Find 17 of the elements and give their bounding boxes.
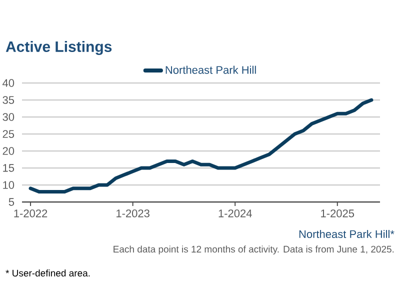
y-tick-label: 5 bbox=[8, 198, 14, 206]
x-tick-label: 1-2022 bbox=[14, 210, 48, 218]
y-tick-label: 15 bbox=[3, 164, 14, 172]
y-tick-label: 30 bbox=[2, 113, 14, 121]
x-tick-label: 1-2024 bbox=[218, 210, 252, 218]
y-tick-label: 10 bbox=[3, 181, 14, 189]
y-tick-label: 40 bbox=[2, 79, 14, 87]
text: * User-defined area. bbox=[6, 270, 90, 276]
text: Each data point is 12 months of activity. Data is from June 1, 2025. bbox=[114, 246, 394, 254]
text: Northeast Park Hill* bbox=[299, 230, 394, 238]
chart-title: Active Listings bbox=[6, 40, 112, 56]
legend-label: Northeast Park Hill bbox=[166, 66, 256, 74]
x-tick-label: 1-2023 bbox=[116, 210, 150, 218]
y-tick-label: 35 bbox=[2, 96, 14, 104]
y-tick-label: 20 bbox=[2, 147, 14, 155]
y-tick-label: 25 bbox=[2, 130, 14, 138]
x-tick-label: 1-2025 bbox=[321, 210, 354, 218]
